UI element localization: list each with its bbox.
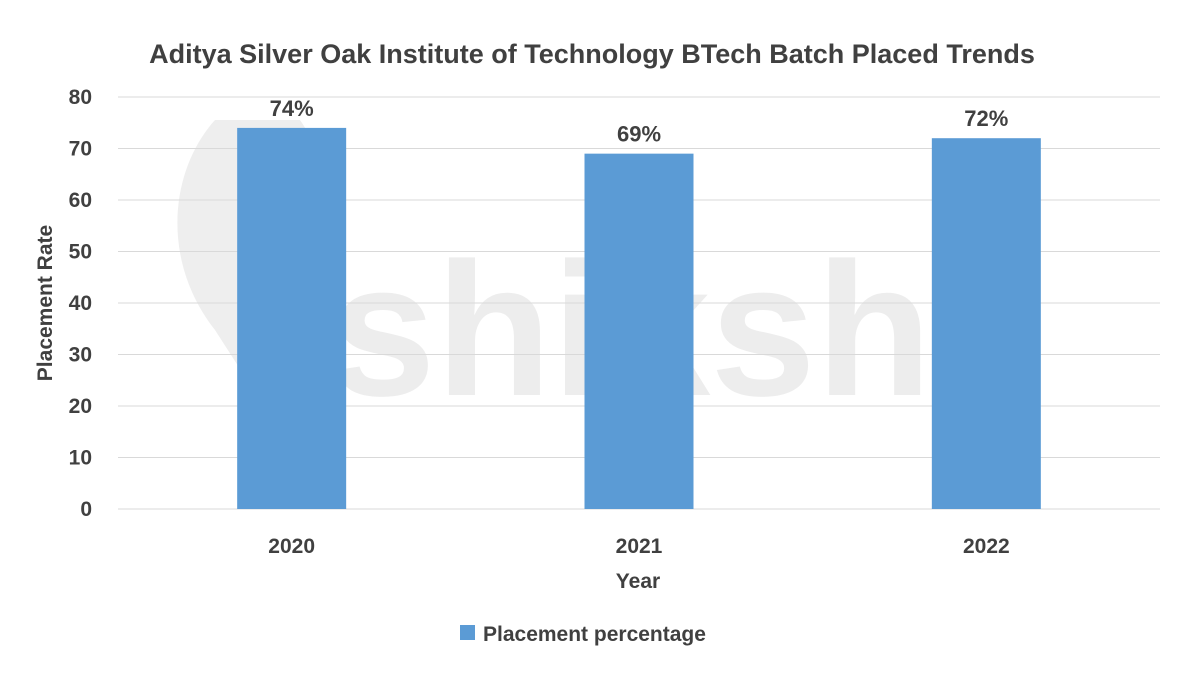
data-labels: 74% 69% 72% — [270, 96, 1009, 147]
y-tick-label: 80 — [69, 86, 92, 109]
data-label-2021: 69% — [617, 122, 661, 147]
bar-2020 — [237, 127, 347, 510]
chart-title: Aditya Silver Oak Institute of Technolog… — [149, 39, 1035, 69]
x-axis-title: Year — [616, 570, 660, 593]
y-tick-label: 30 — [69, 344, 92, 367]
y-tick-label: 20 — [69, 395, 92, 418]
y-axis-title: Placement Rate — [34, 225, 57, 381]
y-tick-label: 60 — [69, 189, 92, 212]
legend-swatch — [460, 625, 475, 640]
x-tick-label-2020: 2020 — [268, 535, 315, 558]
y-axis-ticks: 0 10 20 30 40 50 60 70 80 — [69, 86, 92, 521]
bar-2022 — [931, 138, 1041, 509]
y-tick-label: 10 — [69, 447, 92, 470]
x-axis-ticks: 2020 2021 2022 — [268, 535, 1009, 558]
data-label-2022: 72% — [964, 106, 1008, 131]
x-tick-label-2022: 2022 — [963, 535, 1010, 558]
y-tick-label: 0 — [80, 498, 92, 521]
legend: Placement percentage — [460, 623, 706, 646]
bar-2021 — [584, 153, 694, 509]
y-tick-label: 70 — [69, 138, 92, 161]
bars — [237, 127, 1041, 510]
legend-label: Placement percentage — [483, 623, 706, 646]
x-tick-label-2021: 2021 — [616, 535, 663, 558]
y-tick-label: 50 — [69, 241, 92, 264]
y-tick-label: 40 — [69, 292, 92, 315]
data-label-2020: 74% — [270, 96, 314, 121]
